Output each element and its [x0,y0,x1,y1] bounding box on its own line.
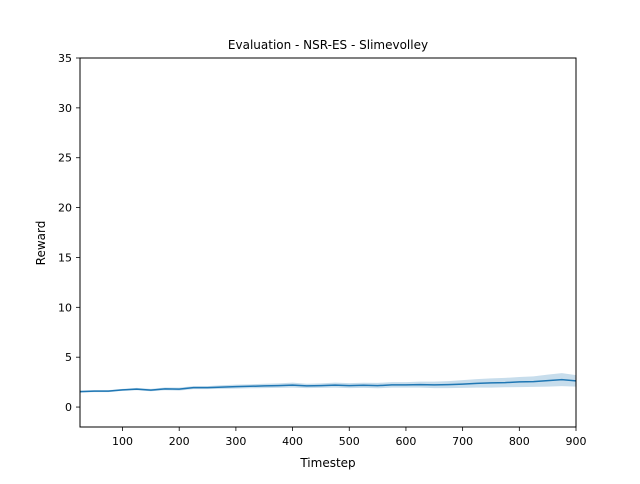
y-tick-label: 35 [58,52,72,65]
y-axis-label: Reward [34,221,48,266]
x-tick-label: 900 [566,435,587,448]
x-axis-label: Timestep [299,456,355,470]
x-tick-label: 100 [112,435,133,448]
chart-title: Evaluation - NSR-ES - Slimevolley [228,38,428,52]
x-tick-label: 300 [225,435,246,448]
axis-ticks-layer: 100 200 300 400 500 600 700 800 900 0 5 10 15 20 25 30 3… [58,52,587,448]
x-tick-label: 400 [282,435,303,448]
y-tick-label: 25 [58,152,72,165]
x-tick-label: 800 [509,435,530,448]
y-tick-label: 10 [58,301,72,314]
y-tick-label: 5 [65,351,72,364]
series-line-0 [79,378,577,393]
x-tick-label: 200 [169,435,190,448]
x-tick-label: 700 [452,435,473,448]
x-tick-label: 500 [339,435,360,448]
y-tick-label: 20 [58,202,72,215]
y-tick-label: 15 [58,251,72,264]
series-line-layer [79,378,577,393]
plot-frame [79,57,577,428]
y-tick-label: 0 [65,401,72,414]
y-tick-label: 30 [58,102,72,115]
x-tick-label: 600 [395,435,416,448]
